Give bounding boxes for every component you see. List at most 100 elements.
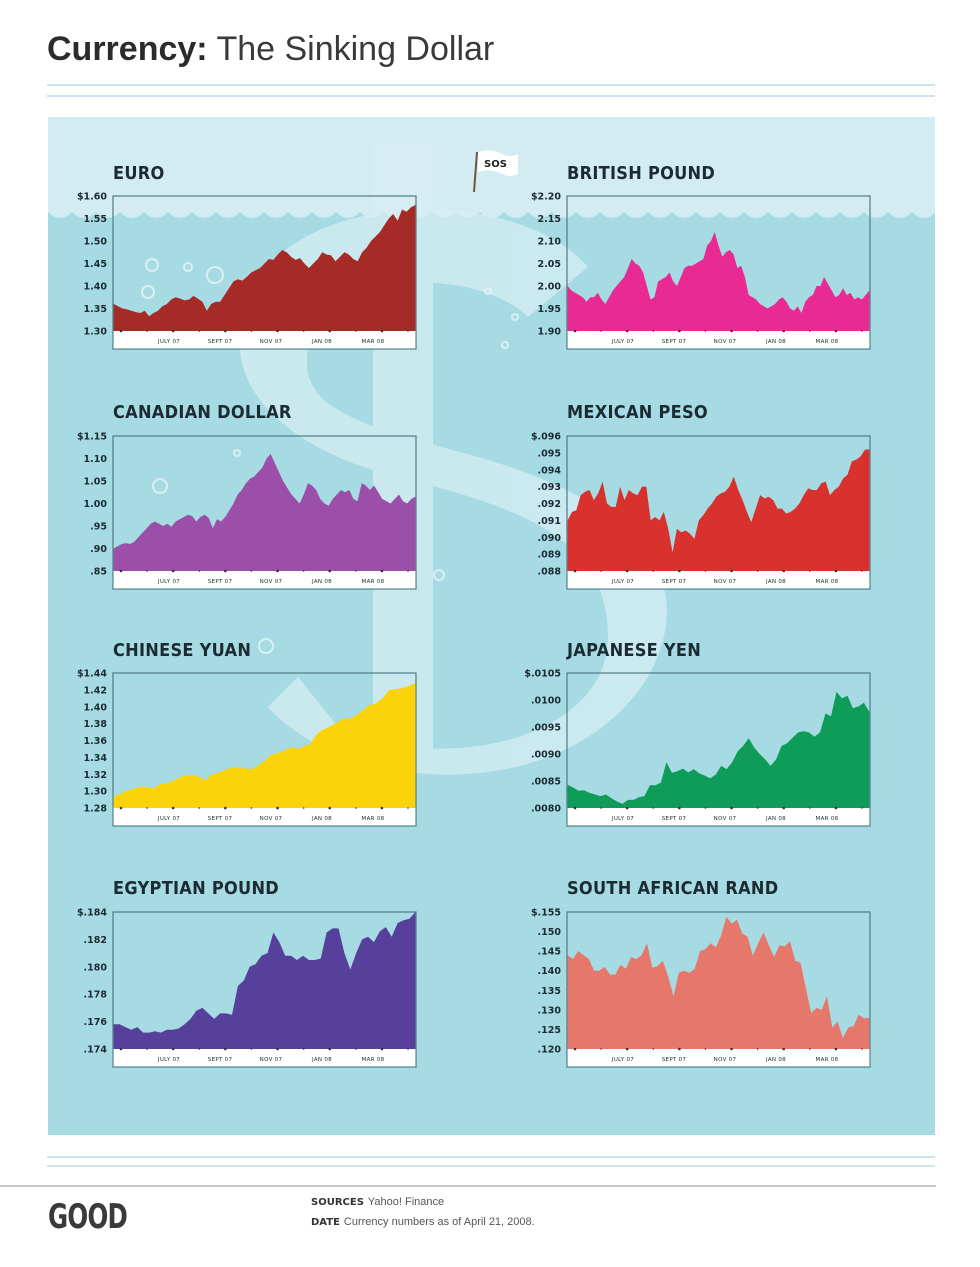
y-tick-label: $.096 [531,432,561,443]
x-tick-label: SEPT 07 [662,339,687,345]
x-tick-mark [652,330,655,332]
y-tick-label: .85 [90,567,107,578]
plot-frame [112,672,417,827]
x-tick-mark [380,569,384,573]
y-tick-label: .135 [538,986,561,997]
x-tick-label: MAR 08 [362,1057,385,1063]
y-tick-label: 1.38 [84,719,108,730]
area-series-egyptian-pound [113,912,416,1049]
plot-frame [112,435,417,590]
page-title: Currency: The Sinking Dollar [47,30,494,69]
x-tick-label: MAR 08 [362,816,385,822]
x-tick-mark [730,806,733,810]
x-tick-mark [782,569,786,573]
y-tick-label: .092 [538,499,561,510]
x-axis-band [567,1049,870,1067]
x-tick-label: JAN 08 [311,579,332,585]
x-tick-label: NOV 07 [260,1057,283,1063]
x-tick-label: JULY 07 [611,816,634,822]
title-rest: The Sinking Dollar [207,30,495,68]
y-tick-label: .095 [538,448,561,459]
x-tick-mark [756,1048,759,1050]
y-tick-label: .95 [90,522,107,533]
x-tick-mark [600,570,602,572]
x-tick-label: JULY 07 [611,339,634,345]
x-tick-label: SEPT 07 [208,1057,233,1063]
x-tick-mark [600,1048,602,1050]
x-tick-label: JULY 07 [611,1057,634,1063]
chart-mexican-peso: $.096 .095 .094 .093 .092 .091 .090 .089 .088 JUL… [531,432,871,590]
area-series-canadian-dollar [113,454,416,571]
y-tick-label: $.0105 [524,669,561,680]
x-tick-mark [861,1048,863,1050]
x-tick-mark [224,329,227,333]
date-label: DATE [311,1217,340,1228]
x-tick-mark [276,569,279,573]
x-tick-mark [861,807,863,809]
plot-frame [112,195,417,350]
x-tick-label: NOV 07 [714,816,737,822]
chart-title-japanese-yen: JAPANESE YEN [567,640,702,661]
chart-euro: $1.60 1.55 1.50 1.45 1.40 1.35 1.30 JULY 07 SEPT… [77,192,417,350]
x-tick-mark [380,806,384,810]
footer-rule-2 [47,1165,935,1167]
y-tick-label: .0090 [531,750,561,761]
x-tick-label: JULY 07 [157,1057,180,1063]
x-tick-mark [250,807,253,809]
x-tick-label: SEPT 07 [208,339,233,345]
y-tick-label: 1.50 [84,237,108,248]
chart-japanese-yen: $.0105 .0100 .0095 .0090 .0085 .0080 JULY 07 SE… [524,669,871,827]
y-tick-label: .091 [538,516,561,527]
chart-egyptian-pound: $.184 .182 .180 .178 .176 .174 JULY 07 SEPT 07 N… [77,908,417,1068]
x-tick-mark [809,570,811,572]
x-tick-mark [250,1048,253,1050]
y-tick-label: .093 [538,482,561,493]
x-tick-label: MAR 08 [816,1057,839,1063]
x-tick-label: JAN 08 [765,339,786,345]
chart-canadian-dollar: $1.15 1.10 1.05 1.00 .95 .90 .85 JULY 07 SEPT 07… [77,432,417,590]
x-tick-mark [809,807,811,809]
y-tick-label: .0080 [531,804,561,815]
x-tick-label: JULY 07 [157,579,180,585]
flag-pole [473,151,478,193]
x-tick-mark [407,330,409,332]
x-tick-mark [380,1047,384,1051]
x-tick-mark [250,330,253,332]
x-tick-mark [407,807,409,809]
x-tick-label: JAN 08 [765,1057,786,1063]
x-tick-mark [834,1047,838,1051]
x-tick-mark [861,330,863,332]
x-tick-mark [756,330,759,332]
y-tick-label: 1.30 [84,787,108,798]
x-tick-mark [625,806,629,810]
x-tick-label: MAR 08 [362,339,385,345]
x-tick-mark [678,329,681,333]
x-tick-mark [625,329,629,333]
x-tick-label: SEPT 07 [662,579,687,585]
x-tick-label: JULY 07 [157,816,180,822]
x-tick-mark [276,329,279,333]
x-tick-label: MAR 08 [362,579,385,585]
x-tick-mark [652,1048,655,1050]
x-tick-mark [302,570,305,572]
y-tick-label: 1.90 [538,327,562,338]
y-tick-label: .180 [84,962,108,973]
sources-value: Yahoo! Finance [367,1196,445,1208]
x-tick-mark [146,807,148,809]
x-tick-mark [380,329,384,333]
x-tick-label: JULY 07 [611,579,634,585]
plot-frame [112,911,417,1068]
x-tick-label: NOV 07 [714,579,737,585]
area-series-japanese-yen [567,691,870,808]
y-tick-label: .130 [538,1005,562,1016]
x-axis-band [567,808,870,826]
x-tick-label: NOV 07 [714,339,737,345]
y-tick-label: 1.42 [84,685,107,696]
x-tick-label: SEPT 07 [662,816,687,822]
sources-label: SOURCES [311,1197,364,1208]
x-tick-label: SEPT 07 [208,816,233,822]
chart-panel [48,117,935,1135]
x-tick-label: NOV 07 [260,339,283,345]
x-axis-band [113,331,416,349]
x-tick-mark [355,1048,357,1050]
